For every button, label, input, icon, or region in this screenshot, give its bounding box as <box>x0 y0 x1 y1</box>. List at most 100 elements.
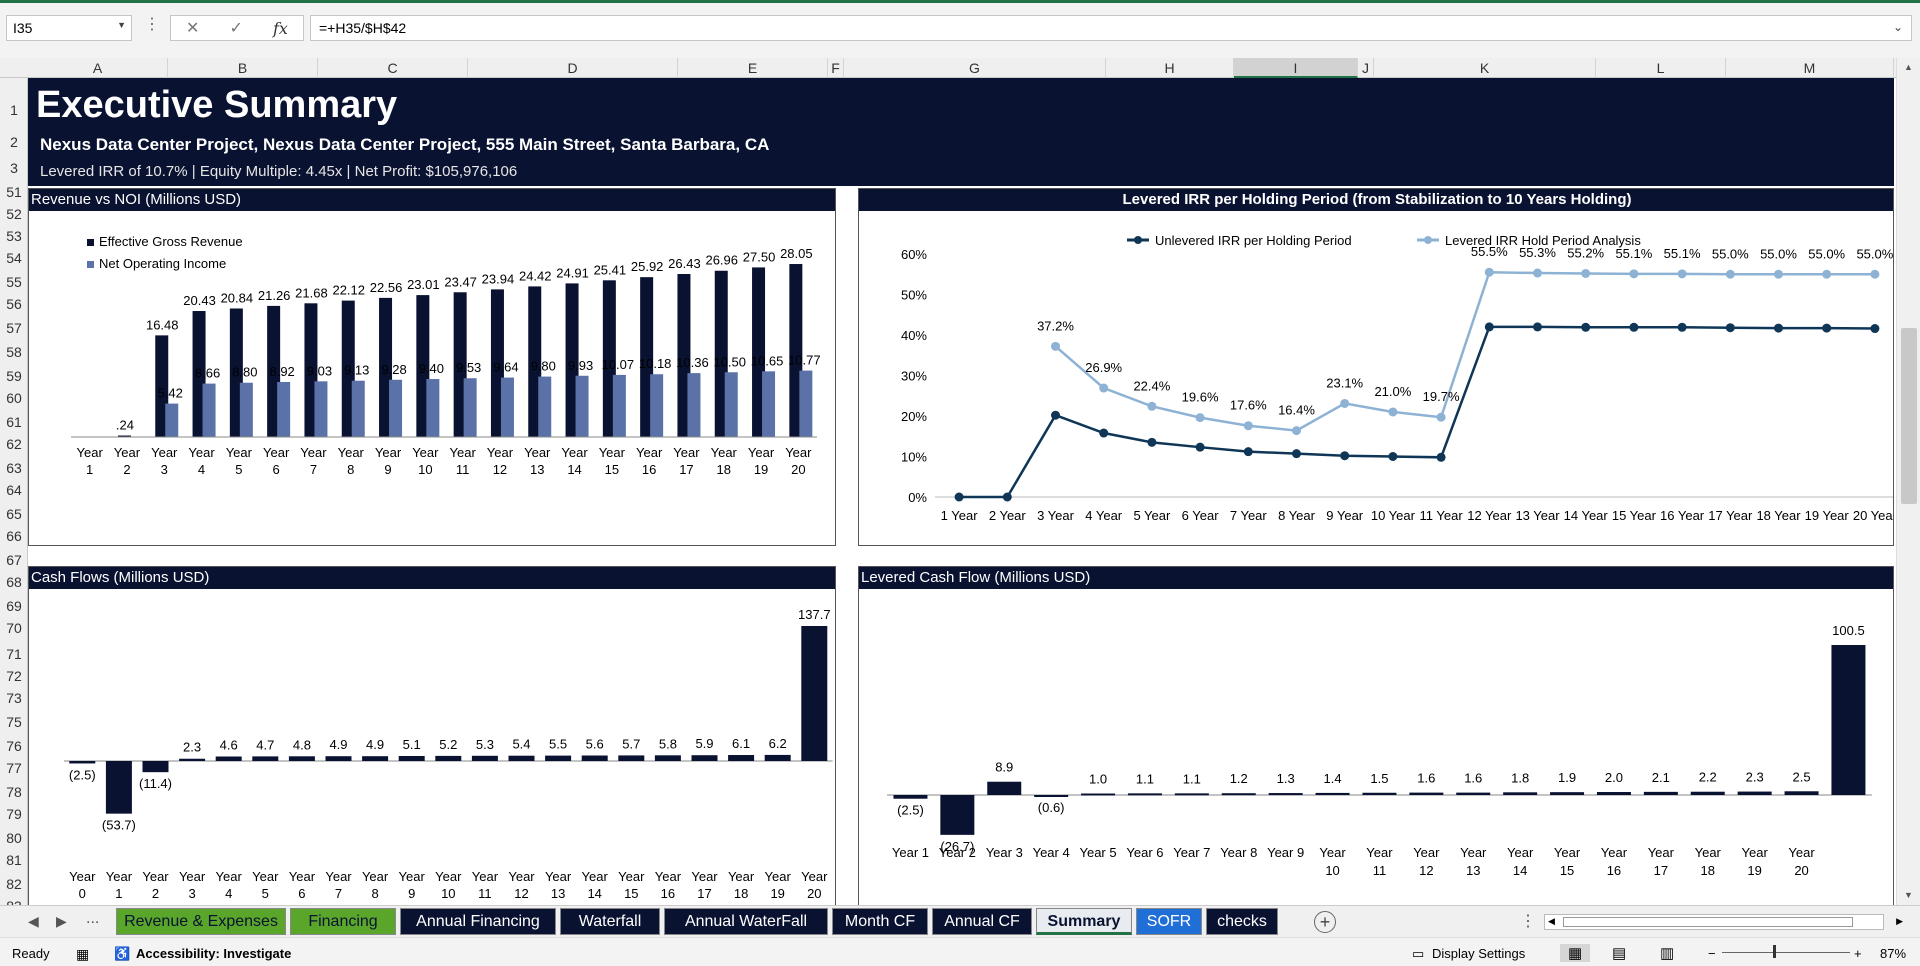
tab-next-icon[interactable]: ▶ <box>56 913 67 929</box>
row-header[interactable]: 71 <box>6 646 22 662</box>
column-header-i[interactable]: I <box>1234 58 1358 78</box>
row-header[interactable]: 2 <box>10 134 18 150</box>
scroll-right-icon[interactable]: ▶ <box>1896 916 1903 926</box>
tab-more-button[interactable]: ... <box>86 910 100 927</box>
column-header-m[interactable]: M <box>1726 58 1894 78</box>
add-sheet-icon[interactable]: + <box>1314 911 1336 933</box>
row-header[interactable]: 58 <box>6 344 22 360</box>
row-header[interactable]: 55 <box>6 274 22 290</box>
tab-summary[interactable]: Summary <box>1036 908 1132 935</box>
column-header-b[interactable]: B <box>168 58 318 78</box>
x-tick-label: 5 <box>235 462 242 477</box>
expand-formula-icon[interactable]: ⌄ <box>1892 20 1903 34</box>
vertical-scrollbar[interactable]: ▲ ▼ <box>1896 58 1920 905</box>
row-header[interactable]: 69 <box>6 598 22 614</box>
row-header[interactable]: 70 <box>6 620 22 636</box>
tab-revenue-expenses[interactable]: Revenue & Expenses <box>116 908 286 935</box>
display-settings-icon[interactable]: ▭ <box>1412 946 1425 961</box>
data-label: 1.1 <box>1183 771 1201 786</box>
tab-splitter-icon[interactable]: ⋮ <box>1520 913 1536 930</box>
x-tick-label: 2 <box>123 462 130 477</box>
data-label: 9.03 <box>307 363 332 378</box>
zoom-out-icon[interactable]: − <box>1708 946 1716 961</box>
row-header[interactable]: 54 <box>6 250 22 266</box>
row-header[interactable]: 59 <box>6 368 22 384</box>
formula-input[interactable]: =+H35/$H$42 ⌄ <box>310 15 1912 41</box>
row-header[interactable]: 64 <box>6 482 22 498</box>
zoom-in-icon[interactable]: + <box>1854 946 1862 961</box>
column-header-j[interactable]: J <box>1358 58 1374 78</box>
row-header[interactable]: 82 <box>6 876 22 892</box>
tab-annual-waterfall[interactable]: Annual WaterFall <box>664 908 828 935</box>
row-header[interactable]: 56 <box>6 296 22 312</box>
zoom-slider[interactable] <box>1722 952 1850 953</box>
cancel-icon[interactable]: ✕ <box>186 20 200 37</box>
row-header[interactable]: 60 <box>6 390 22 406</box>
column-header-d[interactable]: D <box>468 58 678 78</box>
accessibility-status[interactable]: Accessibility: Investigate <box>136 946 292 961</box>
tab-annual-financing[interactable]: Annual Financing <box>400 908 556 935</box>
row-header[interactable]: 51 <box>6 184 22 200</box>
row-header[interactable]: 65 <box>6 506 22 522</box>
column-header-h[interactable]: H <box>1106 58 1234 78</box>
more-options-icon[interactable]: ⋮ <box>144 16 160 33</box>
row-header[interactable]: 52 <box>6 206 22 222</box>
chevron-down-icon[interactable]: ▼ <box>117 20 126 30</box>
column-header-e[interactable]: E <box>678 58 828 78</box>
row-header[interactable]: 72 <box>6 668 22 684</box>
scroll-down-icon[interactable]: ▼ <box>1904 890 1913 900</box>
column-header-c[interactable]: C <box>318 58 468 78</box>
row-header[interactable]: 63 <box>6 460 22 476</box>
tab-annual-cf[interactable]: Annual CF <box>932 908 1032 935</box>
levered-cf-chart[interactable]: Levered Cash Flow (Millions USD) (2.5) Ye… <box>858 566 1894 905</box>
column-header-f[interactable]: F <box>828 58 844 78</box>
row-header[interactable]: 78 <box>6 784 22 800</box>
irr-holding-chart[interactable]: Levered IRR per Holding Period (from Sta… <box>858 188 1894 546</box>
tab-sofr[interactable]: SOFR <box>1136 908 1202 935</box>
row-header[interactable]: 80 <box>6 830 22 846</box>
row-header[interactable]: 68 <box>6 574 22 590</box>
row-header[interactable]: 1 <box>10 102 18 118</box>
row-header[interactable]: 81 <box>6 852 22 868</box>
column-header-k[interactable]: K <box>1374 58 1596 78</box>
tab-month-cf[interactable]: Month CF <box>832 908 928 935</box>
enter-check-icon[interactable]: ✓ <box>229 20 243 37</box>
display-settings[interactable]: Display Settings <box>1432 946 1526 961</box>
column-header-a[interactable]: A <box>28 58 168 78</box>
cash-flows-chart[interactable]: Cash Flows (Millions USD) (2.5) Year 0 (53.… <box>28 566 836 905</box>
accessibility-icon[interactable]: ♿ <box>114 946 131 961</box>
row-header[interactable]: 77 <box>6 760 22 776</box>
scroll-left-icon[interactable]: ◀ <box>1548 916 1555 926</box>
scroll-thumb[interactable] <box>1901 328 1917 504</box>
column-header-l[interactable]: L <box>1596 58 1726 78</box>
name-box[interactable]: I35 ▼ <box>6 15 132 41</box>
worksheet[interactable]: Executive Summary Nexus Data Center Proj… <box>28 78 1896 905</box>
row-header[interactable]: 62 <box>6 436 22 452</box>
column-header-g[interactable]: G <box>844 58 1106 78</box>
page-break-icon[interactable]: ▥ <box>1660 945 1675 962</box>
row-header[interactable]: 61 <box>6 414 22 430</box>
tab-waterfall[interactable]: Waterfall <box>560 908 660 935</box>
row-header[interactable]: 79 <box>6 806 22 822</box>
page-layout-icon[interactable]: ▤ <box>1612 945 1627 962</box>
row-header[interactable]: 57 <box>6 320 22 336</box>
tab-prev-icon[interactable]: ◀ <box>28 913 39 929</box>
row-header[interactable]: 67 <box>6 552 22 568</box>
row-header[interactable]: 75 <box>6 714 22 730</box>
zoom-level[interactable]: 87% <box>1880 946 1907 961</box>
horizontal-scrollbar[interactable]: ◀ ▶ <box>1544 914 1903 930</box>
tab-checks[interactable]: checks <box>1206 908 1278 935</box>
macro-record-icon[interactable]: ▦ <box>76 946 90 962</box>
insert-function-icon[interactable]: fx <box>273 18 288 38</box>
hscroll-thumb[interactable] <box>1563 917 1853 927</box>
scroll-up-icon[interactable]: ▲ <box>1904 62 1913 72</box>
revenue-noi-chart[interactable]: Revenue vs NOI (Millions USD) Effective … <box>28 188 836 546</box>
zoom-slider-thumb[interactable] <box>1773 945 1776 958</box>
row-header[interactable]: 53 <box>6 228 22 244</box>
row-header[interactable]: 66 <box>6 528 22 544</box>
row-header[interactable]: 73 <box>6 690 22 706</box>
row-header[interactable]: 3 <box>10 160 18 176</box>
row-header[interactable]: 76 <box>6 738 22 754</box>
tab-financing[interactable]: Financing <box>290 908 396 935</box>
normal-view-icon[interactable]: ▦ <box>1560 944 1591 962</box>
